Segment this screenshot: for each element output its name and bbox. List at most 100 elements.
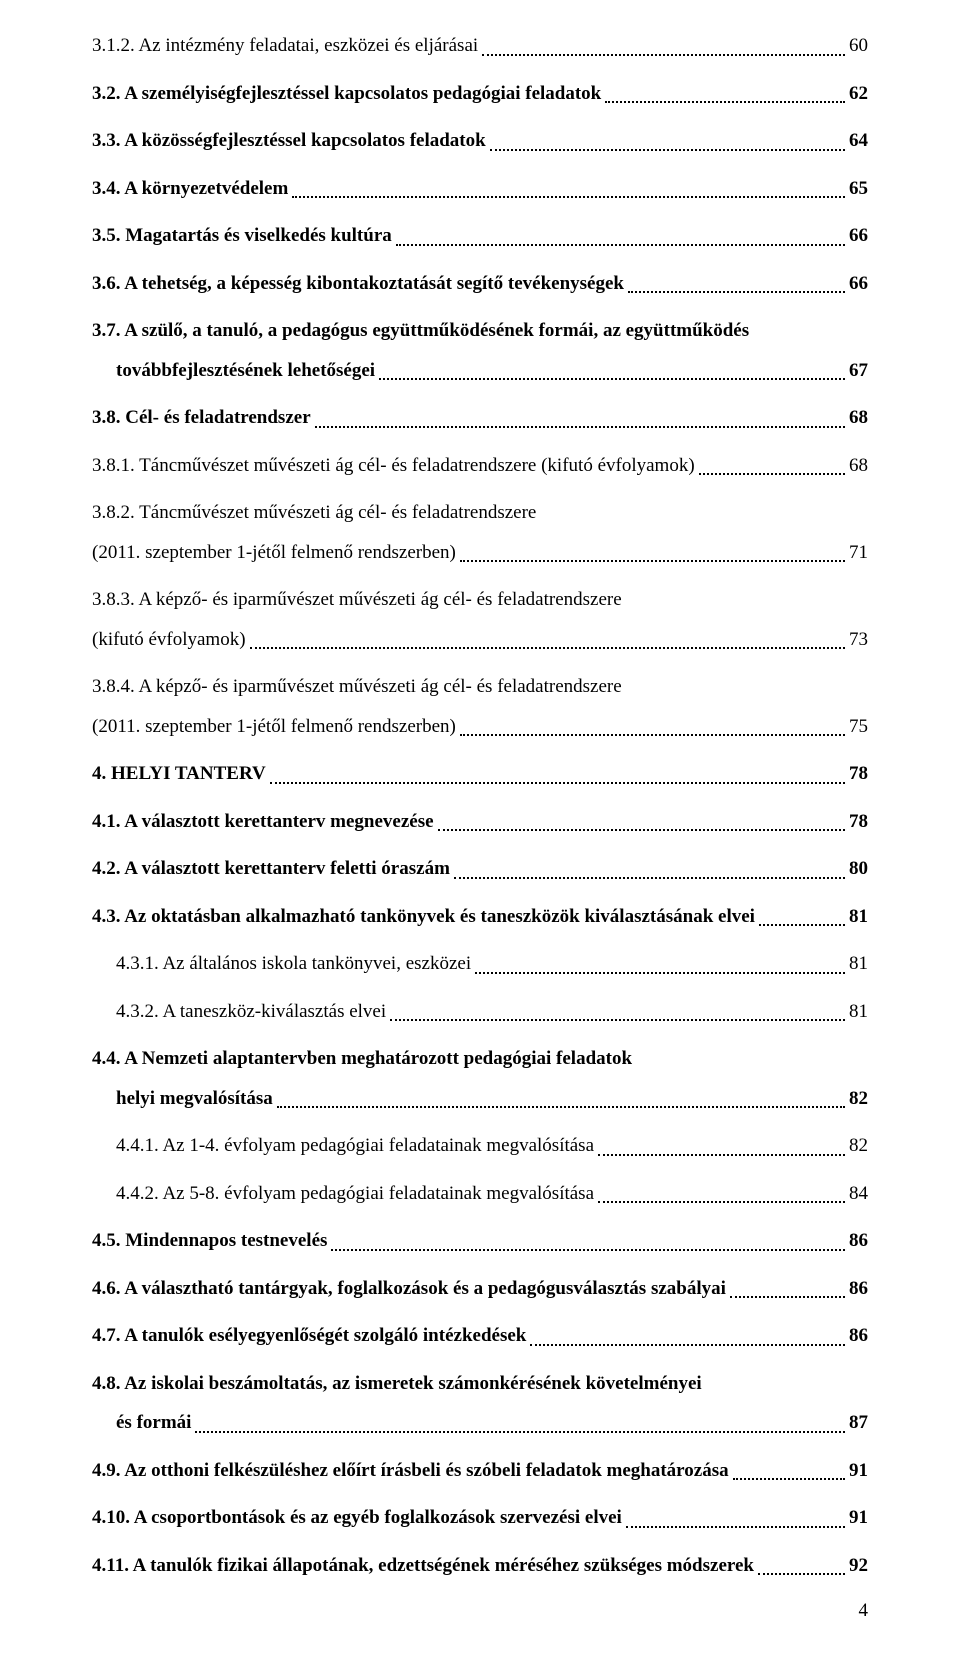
toc-page: 86 bbox=[849, 1275, 868, 1304]
toc-leader bbox=[733, 1478, 845, 1480]
toc-label: 3.4. A környezetvédelem bbox=[92, 175, 288, 204]
toc-entry: 3.5. Magatartás és viselkedés kultúra66 bbox=[92, 222, 868, 251]
toc-leader bbox=[460, 560, 845, 562]
toc-entry: 3.8. Cél- és feladatrendszer 68 bbox=[92, 404, 868, 433]
toc-leader bbox=[460, 734, 845, 736]
toc-entry: 3.4. A környezetvédelem65 bbox=[92, 175, 868, 204]
toc-leader bbox=[331, 1249, 845, 1251]
toc-entry: 3.2. A személyiségfejlesztéssel kapcsola… bbox=[92, 80, 868, 109]
toc-leader bbox=[758, 1573, 845, 1575]
toc-page: 84 bbox=[849, 1180, 868, 1209]
toc-page: 66 bbox=[849, 270, 868, 299]
toc-leader bbox=[270, 782, 845, 784]
toc-page: 60 bbox=[849, 32, 868, 61]
toc-entry: 4.1. A választott kerettanterv megnevezé… bbox=[92, 808, 868, 837]
toc-entry: 4.2. A választott kerettanterv feletti ó… bbox=[92, 855, 868, 884]
toc-page: 82 bbox=[849, 1132, 868, 1161]
toc-page: 86 bbox=[849, 1322, 868, 1351]
toc-label: 4.3. Az oktatásban alkalmazható tankönyv… bbox=[92, 903, 755, 932]
toc-entry: 3.3. A közösségfejlesztéssel kapcsolatos… bbox=[92, 127, 868, 156]
toc-leader bbox=[626, 1526, 845, 1528]
toc-page: 78 bbox=[849, 808, 868, 837]
toc-entry: 4.9. Az otthoni felkészüléshez előírt ír… bbox=[92, 1457, 868, 1486]
toc-leader bbox=[490, 149, 845, 151]
toc-page: 92 bbox=[849, 1552, 868, 1581]
toc-label: 3.2. A személyiségfejlesztéssel kapcsola… bbox=[92, 80, 601, 109]
toc-entry: 3.7. A szülő, a tanuló, a pedagógus együ… bbox=[92, 317, 868, 385]
toc-label: 3.8. Cél- és feladatrendszer bbox=[92, 404, 311, 433]
toc-label: 4.10. A csoportbontások és az egyéb fogl… bbox=[92, 1504, 622, 1533]
toc-entry: 3.8.1. Táncművészet művészeti ág cél- és… bbox=[92, 452, 868, 481]
toc-page: 78 bbox=[849, 760, 868, 789]
toc-leader bbox=[277, 1106, 845, 1108]
toc-entry: 3.8.4. A képző- és iparművészet művészet… bbox=[92, 673, 868, 741]
toc-label: 4.3.2. A taneszköz-kiválasztás elvei bbox=[116, 998, 386, 1027]
toc-entry: 3.6. A tehetség, a képesség kibontakozta… bbox=[92, 270, 868, 299]
toc-label: (2011. szeptember 1-jétől felmenő rendsz… bbox=[92, 539, 456, 568]
toc-leader bbox=[598, 1154, 845, 1156]
toc-leader bbox=[315, 426, 845, 428]
toc-leader bbox=[379, 378, 845, 380]
toc-label: 4.4.1. Az 1-4. évfolyam pedagógiai felad… bbox=[116, 1132, 594, 1161]
toc-page: 64 bbox=[849, 127, 868, 156]
toc-page: 75 bbox=[849, 713, 868, 742]
toc-leader bbox=[396, 244, 845, 246]
toc-label: 4.11. A tanulók fizikai állapotának, edz… bbox=[92, 1552, 754, 1581]
toc-label: 3.8.4. A képző- és iparművészet művészet… bbox=[92, 676, 622, 697]
toc-entry: 4. HELYI TANTERV 78 bbox=[92, 760, 868, 789]
toc-entry: 4.7. A tanulók esélyegyenlőségét szolgál… bbox=[92, 1322, 868, 1351]
toc-page: 68 bbox=[849, 404, 868, 433]
toc-label: 3.8.3. A képző- és iparművészet művészet… bbox=[92, 589, 622, 610]
table-of-contents: 3.1.2. Az intézmény feladatai, eszközei … bbox=[92, 32, 868, 1580]
toc-leader bbox=[530, 1344, 845, 1346]
toc-entry: 4.11. A tanulók fizikai állapotának, edz… bbox=[92, 1552, 868, 1581]
toc-entry: 4.4. A Nemzeti alaptantervben meghatároz… bbox=[92, 1045, 868, 1113]
toc-label: 3.8.2. Táncművészet művészeti ág cél- és… bbox=[92, 502, 536, 523]
toc-leader bbox=[454, 877, 845, 879]
toc-leader bbox=[482, 54, 845, 56]
toc-label: 4.4.2. Az 5-8. évfolyam pedagógiai felad… bbox=[116, 1180, 594, 1209]
toc-page: 81 bbox=[849, 950, 868, 979]
toc-leader bbox=[438, 829, 845, 831]
toc-label: továbbfejlesztésének lehetőségei bbox=[116, 357, 375, 386]
toc-leader bbox=[730, 1296, 845, 1298]
toc-page: 67 bbox=[849, 357, 868, 386]
toc-page: 62 bbox=[849, 80, 868, 109]
toc-leader bbox=[699, 473, 845, 475]
toc-page: 81 bbox=[849, 998, 868, 1027]
toc-label: (kifutó évfolyamok) bbox=[92, 626, 246, 655]
toc-page: 91 bbox=[849, 1457, 868, 1486]
toc-label: 3.8.1. Táncművészet művészeti ág cél- és… bbox=[92, 452, 695, 481]
toc-leader bbox=[250, 647, 845, 649]
toc-entry: 4.4.2. Az 5-8. évfolyam pedagógiai felad… bbox=[92, 1180, 868, 1209]
toc-page: 71 bbox=[849, 539, 868, 568]
toc-entry: 4.6. A választható tantárgyak, foglalkoz… bbox=[92, 1275, 868, 1304]
toc-label: 4. HELYI TANTERV bbox=[92, 760, 266, 789]
toc-label: (2011. szeptember 1-jétől felmenő rendsz… bbox=[92, 713, 456, 742]
toc-label: 4.5. Mindennapos testnevelés bbox=[92, 1227, 327, 1256]
toc-entry: 4.3. Az oktatásban alkalmazható tankönyv… bbox=[92, 903, 868, 932]
toc-leader bbox=[628, 291, 845, 293]
toc-page: 82 bbox=[849, 1085, 868, 1114]
toc-label: 4.2. A választott kerettanterv feletti ó… bbox=[92, 855, 450, 884]
toc-label: 3.1.2. Az intézmény feladatai, eszközei … bbox=[92, 32, 478, 61]
toc-leader bbox=[759, 924, 845, 926]
toc-page: 80 bbox=[849, 855, 868, 884]
toc-label: 3.7. A szülő, a tanuló, a pedagógus együ… bbox=[92, 320, 749, 341]
toc-label: 3.5. Magatartás és viselkedés kultúra bbox=[92, 222, 392, 251]
toc-entry: 4.5. Mindennapos testnevelés86 bbox=[92, 1227, 868, 1256]
toc-page: 81 bbox=[849, 903, 868, 932]
toc-entry: 3.1.2. Az intézmény feladatai, eszközei … bbox=[92, 32, 868, 61]
toc-entry: 4.3.1. Az általános iskola tankönyvei, e… bbox=[92, 950, 868, 979]
toc-leader bbox=[598, 1201, 845, 1203]
toc-entry: 4.4.1. Az 1-4. évfolyam pedagógiai felad… bbox=[92, 1132, 868, 1161]
toc-page: 87 bbox=[849, 1409, 868, 1438]
toc-page: 68 bbox=[849, 452, 868, 481]
toc-label: 4.6. A választható tantárgyak, foglalkoz… bbox=[92, 1275, 726, 1304]
toc-entry: 3.8.3. A képző- és iparművészet művészet… bbox=[92, 586, 868, 654]
page-number: 4 bbox=[92, 1600, 868, 1622]
toc-page: 73 bbox=[849, 626, 868, 655]
toc-label: 4.9. Az otthoni felkészüléshez előírt ír… bbox=[92, 1457, 729, 1486]
toc-leader bbox=[195, 1431, 845, 1433]
toc-label: 4.8. Az iskolai beszámoltatás, az ismere… bbox=[92, 1373, 702, 1394]
